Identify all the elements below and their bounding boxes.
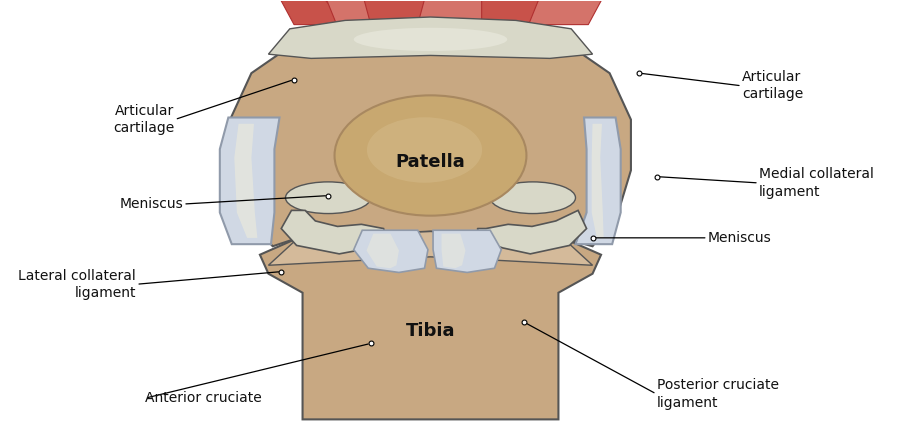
Text: Articular
cartilage: Articular cartilage [113, 104, 175, 135]
Polygon shape [234, 124, 257, 238]
Polygon shape [268, 232, 592, 265]
Ellipse shape [367, 117, 482, 183]
Polygon shape [363, 0, 427, 25]
Ellipse shape [491, 182, 575, 213]
Text: Meniscus: Meniscus [120, 197, 183, 211]
Polygon shape [366, 234, 399, 268]
Polygon shape [268, 17, 592, 58]
Polygon shape [324, 0, 388, 25]
Text: Meniscus: Meniscus [707, 231, 771, 245]
Polygon shape [477, 210, 587, 254]
Polygon shape [442, 234, 465, 268]
Ellipse shape [335, 95, 526, 215]
Polygon shape [260, 230, 601, 419]
Text: Medial collateral
ligament: Medial collateral ligament [759, 167, 874, 198]
Text: Lateral collateral
ligament: Lateral collateral ligament [19, 269, 136, 300]
Polygon shape [220, 117, 280, 244]
Text: Posterior cruciate
ligament: Posterior cruciate ligament [656, 378, 778, 410]
Polygon shape [575, 117, 621, 244]
Polygon shape [528, 0, 606, 25]
Polygon shape [281, 210, 388, 254]
Text: Articular
cartilage: Articular cartilage [742, 70, 803, 102]
Ellipse shape [354, 28, 508, 51]
Polygon shape [418, 0, 491, 25]
Polygon shape [591, 124, 604, 238]
Polygon shape [433, 230, 501, 272]
Text: Anterior cruciate: Anterior cruciate [145, 391, 262, 405]
Polygon shape [482, 0, 550, 25]
Ellipse shape [285, 182, 371, 213]
Polygon shape [230, 20, 631, 246]
Text: Patella: Patella [396, 153, 465, 171]
Polygon shape [268, 0, 346, 25]
Polygon shape [354, 230, 427, 272]
Text: Tibia: Tibia [406, 322, 455, 340]
